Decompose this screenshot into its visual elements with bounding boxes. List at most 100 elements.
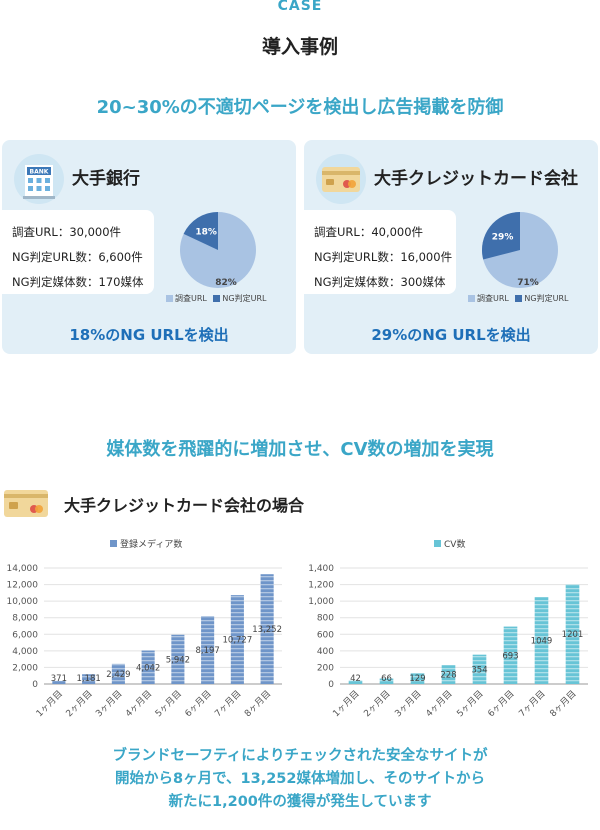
case-label: CASE [277, 0, 323, 14]
pie-label-ng: 29% [492, 232, 514, 242]
case-card-bank: BANK 大手銀行 調査URL：30,000件 NG判定URL数：6,600件 … [2, 140, 296, 354]
legend-swatch [110, 540, 117, 547]
stats-box: 調査URL：30,000件 NG判定URL数：6,600件 NG判定媒体数：17… [2, 210, 154, 294]
stat-survey-url: 調査URL：30,000件 [12, 225, 122, 239]
bar-value-label: 371 [51, 674, 67, 684]
pie-label-ng: 18% [195, 227, 217, 237]
bar [534, 597, 549, 684]
footer-line-3: 新たに1,200件の獲得が発生しています [168, 794, 432, 810]
pie-label-survey: 82% [215, 278, 237, 288]
x-tick-label: 2ヶ月目 [362, 688, 393, 719]
x-tick-label: 5ヶ月目 [153, 688, 184, 719]
bar [141, 650, 155, 684]
headline-ng-detection: 20~30%の不適切ページを検出し広告掲載を防御 [96, 97, 504, 118]
x-tick-label: 7ヶ月目 [517, 688, 548, 719]
card-result: 18%のNG URLを検出 [69, 326, 229, 344]
y-tick-label: 0 [32, 680, 38, 690]
y-tick-label: 800 [317, 614, 334, 624]
x-tick-label: 4ヶ月目 [123, 688, 154, 719]
x-tick-label: 3ヶ月目 [393, 688, 424, 719]
legend-ng: NG判定URL [524, 294, 569, 303]
x-tick-label: 4ヶ月目 [424, 688, 455, 719]
legend-label: 登録メディア数 [120, 538, 182, 550]
case-card-credit: 大手クレジットカード会社 調査URL：40,000件 NG判定URL数：16,0… [304, 140, 598, 354]
x-tick-label: 3ヶ月目 [94, 688, 125, 719]
pie-slice-ng [183, 212, 218, 250]
card-result: 29%のNG URLを検出 [371, 326, 531, 344]
y-tick-label: 10,000 [7, 597, 39, 607]
bar [410, 673, 425, 684]
bar-value-label: 8,197 [195, 646, 219, 656]
bar-value-label: 13,252 [252, 625, 282, 635]
x-tick-label: 1ヶ月目 [331, 688, 362, 719]
x-tick-label: 6ヶ月目 [486, 688, 517, 719]
y-tick-label: 12,000 [7, 581, 39, 591]
x-tick-label: 5ヶ月目 [455, 688, 486, 719]
stat-survey-url: 調査URL：40,000件 [314, 225, 424, 239]
bar [111, 663, 125, 684]
y-tick-label: 14,000 [7, 564, 39, 574]
bar-value-label: 1201 [562, 630, 584, 640]
y-tick-label: 1,400 [308, 564, 334, 574]
stat-ng-media: NG判定媒体数：170媒体 [12, 275, 144, 289]
footer-line-1: ブランドセーフティによりチェックされた安全なサイトが [112, 748, 488, 764]
bar [82, 674, 96, 684]
card-title: 大手クレジットカード会社 [374, 169, 578, 189]
legend-survey: 調査URL [175, 294, 207, 303]
pie-label-survey: 71% [517, 278, 539, 288]
bar [171, 634, 185, 684]
legend-label: CV数 [444, 538, 465, 550]
bank-sign-text: BANK [30, 169, 49, 176]
bar [379, 678, 394, 684]
bar-value-label: 42 [350, 674, 361, 684]
page-title: 導入事例 [261, 36, 338, 58]
stat-ng-url: NG判定URL数：6,600件 [12, 250, 143, 264]
x-tick-label: 2ヶ月目 [64, 688, 95, 719]
bar-value-label: 66 [381, 674, 392, 684]
media-count-chart: 登録メディア数 0 2,000 4,000 6,000 8,000 10,000 12,000… [7, 538, 282, 719]
credit-card-icon [316, 154, 366, 204]
bar-value-label: 1,181 [76, 674, 100, 684]
bar [348, 680, 363, 684]
y-tick-label: 0 [328, 680, 334, 690]
bank-building-icon: BANK [14, 154, 64, 204]
stat-ng-url: NG判定URL数：16,000件 [314, 250, 453, 264]
bar [201, 616, 215, 684]
y-tick-label: 8,000 [12, 614, 38, 624]
footer-line-2: 開始から8ヶ月で、13,252媒体増加し、そのサイトから [115, 771, 485, 787]
legend-survey: 調査URL [477, 294, 509, 303]
bar [260, 574, 274, 684]
pie-slice-ng [482, 212, 520, 260]
x-tick-label: 8ヶ月目 [242, 688, 273, 719]
legend-ng: NG判定URL [222, 294, 267, 303]
stat-ng-media: NG判定媒体数：300媒体 [314, 275, 446, 289]
y-tick-label: 400 [317, 647, 334, 657]
cv-count-chart: CV数 0 200 400 600 800 1,000 1,200 1,400 42 1ヶ月目 66 2… [308, 538, 588, 719]
bar-value-label: 5,942 [166, 655, 190, 665]
bar-value-label: 4,042 [136, 663, 160, 673]
bar-value-label: 1049 [531, 637, 553, 647]
case-title: 大手クレジットカード会社の場合 [64, 496, 305, 515]
bar-value-label: 693 [502, 651, 518, 661]
x-tick-label: 1ヶ月目 [34, 688, 65, 719]
pie-chart: 18% 82% [180, 212, 256, 288]
stats-box: 調査URL：40,000件 NG判定URL数：16,000件 NG判定媒体数：3… [304, 210, 456, 294]
pie-chart: 29% 71% [482, 212, 558, 288]
y-tick-label: 4,000 [12, 647, 38, 657]
legend-swatch [434, 540, 441, 547]
headline-media-growth: 媒体数を飛躍的に増加させ、CV数の増加を実現 [106, 439, 494, 460]
footer-summary: ブランドセーフティによりチェックされた安全なサイトが 開始から8ヶ月で、13,2… [0, 745, 600, 814]
bar [230, 595, 244, 684]
pie-legend: 調査URL NG判定URL [468, 293, 568, 304]
y-tick-label: 1,200 [308, 581, 334, 591]
y-tick-label: 600 [317, 630, 334, 640]
bar-value-label: 129 [409, 674, 425, 684]
x-tick-label: 6ヶ月目 [183, 688, 214, 719]
y-tick-label: 1,000 [308, 597, 334, 607]
bar [472, 654, 487, 684]
y-tick-label: 6,000 [12, 630, 38, 640]
bar [52, 680, 66, 684]
credit-card-icon [4, 490, 48, 517]
bar-value-label: 10,727 [223, 636, 253, 646]
bar-value-label: 228 [440, 671, 456, 681]
